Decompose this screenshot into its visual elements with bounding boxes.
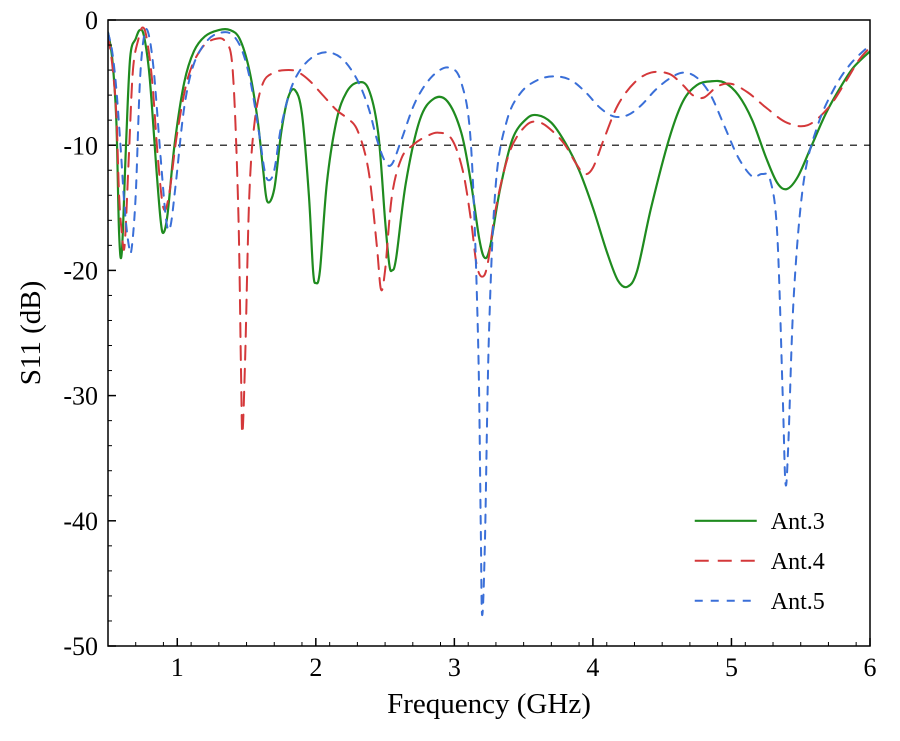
x-tick-label: 2	[309, 653, 322, 682]
y-axis-title: S11 (dB)	[15, 281, 47, 385]
s11-chart: 1 2 3 4 5 6 -50 -40 -30 -20 -10 0 Frequency (GHz) S11…	[0, 0, 900, 741]
y-tick-label: -10	[63, 131, 98, 160]
y-tick-label: -20	[63, 257, 98, 286]
x-tick-label: 4	[586, 653, 599, 682]
x-tick-label: 6	[864, 653, 877, 682]
x-tick-label: 3	[448, 653, 461, 682]
plot-area	[108, 20, 870, 646]
x-tick-label: 1	[171, 653, 184, 682]
y-tick-label: -30	[63, 382, 98, 411]
x-tick-label: 5	[725, 653, 738, 682]
legend-label-ant5: Ant.5	[771, 589, 825, 615]
y-tick-label: -50	[63, 632, 98, 661]
legend-label-ant4: Ant.4	[771, 549, 825, 575]
legend-label-ant3: Ant.3	[771, 509, 825, 535]
chart-container: 1 2 3 4 5 6 -50 -40 -30 -20 -10 0 Frequency (GHz) S11…	[0, 0, 900, 741]
y-tick-label: -40	[63, 507, 98, 536]
x-axis-title: Frequency (GHz)	[387, 688, 591, 720]
y-tick-label: 0	[85, 6, 98, 35]
